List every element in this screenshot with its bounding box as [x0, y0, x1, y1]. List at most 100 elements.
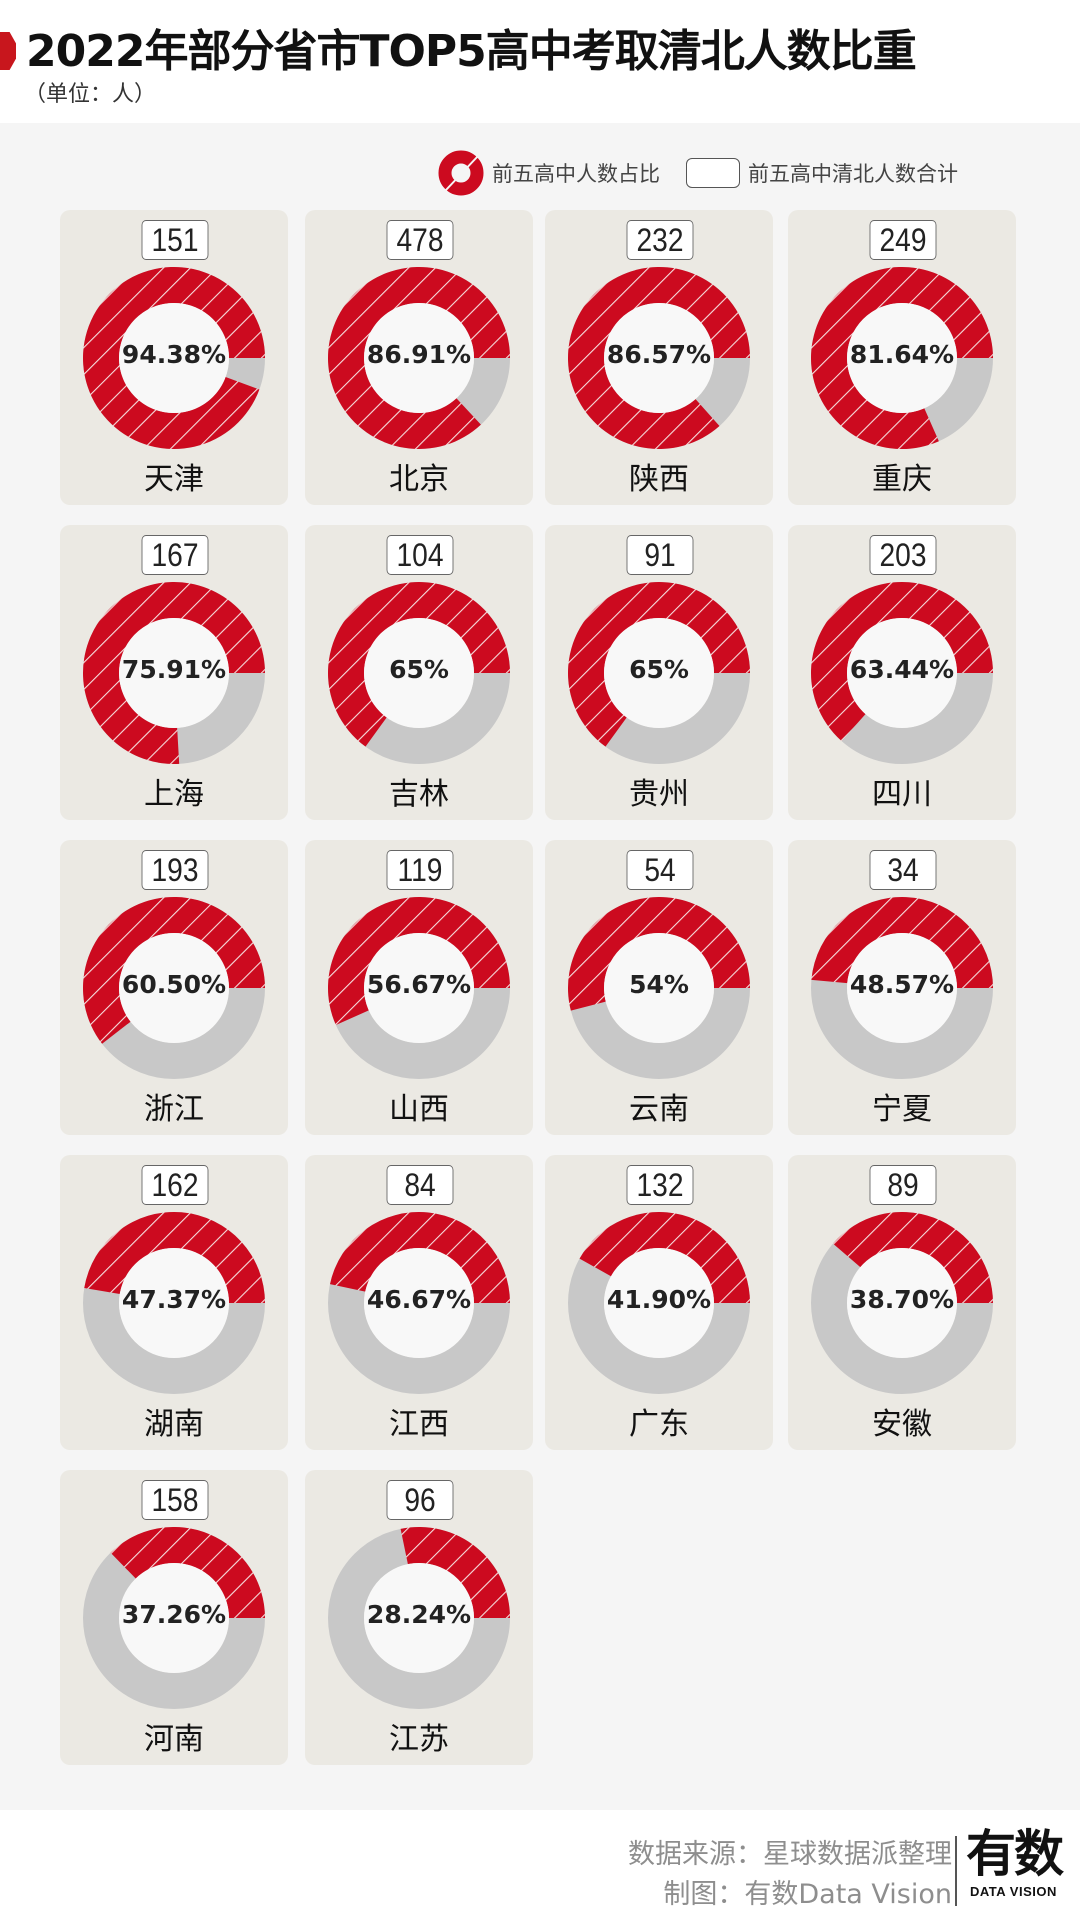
donut-card: 193 60.50% 浙江 — [60, 840, 288, 1135]
share-arc — [568, 897, 750, 1011]
donut-chart — [568, 897, 750, 1079]
province-name: 安徽 — [872, 1407, 932, 1442]
donut-card: 89 38.70% 安徽 — [788, 1155, 1016, 1450]
donut-legend-icon — [438, 150, 484, 196]
unit-subtitle: （单位：人） — [24, 82, 157, 107]
total-count-box: 167 — [141, 535, 209, 575]
donut-chart — [811, 897, 993, 1079]
donut-chart — [83, 897, 265, 1079]
province-name: 四川 — [872, 777, 932, 812]
province-name: 湖南 — [144, 1407, 204, 1442]
total-count-box: 91 — [626, 535, 694, 575]
total-count-box: 203 — [869, 535, 937, 575]
province-name: 陕西 — [629, 462, 689, 497]
total-count-box: 249 — [869, 220, 937, 260]
donut-card: 96 28.24% 江苏 — [305, 1470, 533, 1765]
donut-card: 132 41.90% 广东 — [545, 1155, 773, 1450]
total-count-box: 54 — [626, 850, 694, 890]
legend-item-share: 前五高中人数占比 — [438, 150, 660, 196]
title-marker — [0, 32, 16, 70]
province-name: 浙江 — [144, 1092, 204, 1127]
share-arc — [811, 582, 993, 742]
donut-chart — [328, 267, 510, 449]
share-percent: 37.26% — [121, 1600, 227, 1629]
province-name: 广东 — [629, 1407, 689, 1442]
province-name: 宁夏 — [872, 1092, 932, 1127]
total-count-box: 232 — [626, 220, 694, 260]
total-count-box: 119 — [386, 850, 454, 890]
share-arc — [568, 582, 750, 747]
share-percent: 28.24% — [366, 1600, 472, 1629]
brand-logo-subtitle: DATA VISION — [970, 1884, 1057, 1899]
total-count-box: 478 — [386, 220, 454, 260]
donut-chart — [83, 1212, 265, 1394]
total-count-box: 158 — [141, 1480, 209, 1520]
donut-chart — [811, 267, 993, 449]
share-arc — [329, 1212, 510, 1303]
donut-card: 54 54% 云南 — [545, 840, 773, 1135]
total-count-box: 132 — [626, 1165, 694, 1205]
donut-card: 478 86.91% 北京 — [305, 210, 533, 505]
share-arc — [328, 897, 510, 1026]
donut-chart — [328, 897, 510, 1079]
province-name: 河南 — [144, 1722, 204, 1757]
province-name: 上海 — [144, 777, 204, 812]
total-count-box: 162 — [141, 1165, 209, 1205]
legend-item-total: 前五高中清北人数合计 — [686, 158, 958, 188]
share-percent: 60.50% — [121, 970, 227, 999]
share-percent: 75.91% — [121, 655, 227, 684]
share-percent: 81.64% — [849, 340, 955, 369]
province-name: 江西 — [389, 1407, 449, 1442]
share-percent: 48.57% — [849, 970, 955, 999]
province-name: 贵州 — [629, 777, 689, 812]
share-arc — [84, 1212, 265, 1303]
province-name: 重庆 — [872, 462, 932, 497]
share-percent: 38.70% — [849, 1285, 955, 1314]
share-percent: 46.67% — [366, 1285, 472, 1314]
province-name: 云南 — [629, 1092, 689, 1127]
share-arc — [811, 897, 993, 988]
page-title: 2022年部分省市TOP5高中考取清北人数比重 — [26, 26, 917, 77]
province-name: 吉林 — [389, 777, 449, 812]
share-arc — [328, 267, 510, 449]
donut-card: 158 37.26% 河南 — [60, 1470, 288, 1765]
donut-card: 203 63.44% 四川 — [788, 525, 1016, 820]
donut-chart — [83, 1527, 265, 1709]
total-count-box: 96 — [386, 1480, 454, 1520]
province-name: 山西 — [389, 1092, 449, 1127]
donut-chart — [568, 582, 750, 764]
legend-label-total: 前五高中清北人数合计 — [748, 162, 958, 186]
donut-card: 232 86.57% 陕西 — [545, 210, 773, 505]
donut-chart — [568, 1212, 750, 1394]
donut-chart — [811, 1212, 993, 1394]
donut-card: 249 81.64% 重庆 — [788, 210, 1016, 505]
share-arc — [83, 267, 265, 449]
brand-logo: 有数 — [966, 1825, 1064, 1883]
share-arc — [568, 267, 750, 449]
total-count-box: 151 — [141, 220, 209, 260]
share-arc — [110, 1527, 265, 1618]
share-percent: 56.67% — [366, 970, 472, 999]
donut-card: 34 48.57% 宁夏 — [788, 840, 1016, 1135]
province-name: 天津 — [144, 462, 204, 497]
donut-card: 91 65% 贵州 — [545, 525, 773, 820]
data-source: 数据来源：星球数据派整理 — [628, 1839, 952, 1870]
share-arc — [832, 1212, 993, 1303]
total-count-box: 193 — [141, 850, 209, 890]
share-percent: 63.44% — [849, 655, 955, 684]
share-arc — [811, 267, 993, 449]
total-count-box: 84 — [386, 1165, 454, 1205]
number-box-legend-icon — [686, 158, 740, 188]
donut-chart — [83, 267, 265, 449]
donut-chart — [83, 582, 265, 764]
donut-card: 167 75.91% 上海 — [60, 525, 288, 820]
donut-card: 151 94.38% 天津 — [60, 210, 288, 505]
share-percent: 94.38% — [121, 340, 227, 369]
chart-credit: 制图：有数Data Vision — [663, 1879, 952, 1910]
share-arc — [400, 1527, 510, 1618]
donut-chart — [328, 1527, 510, 1709]
share-percent: 65% — [629, 655, 689, 684]
province-name: 北京 — [389, 462, 449, 497]
legend-label-share: 前五高中人数占比 — [492, 162, 660, 186]
share-percent: 86.57% — [606, 340, 712, 369]
